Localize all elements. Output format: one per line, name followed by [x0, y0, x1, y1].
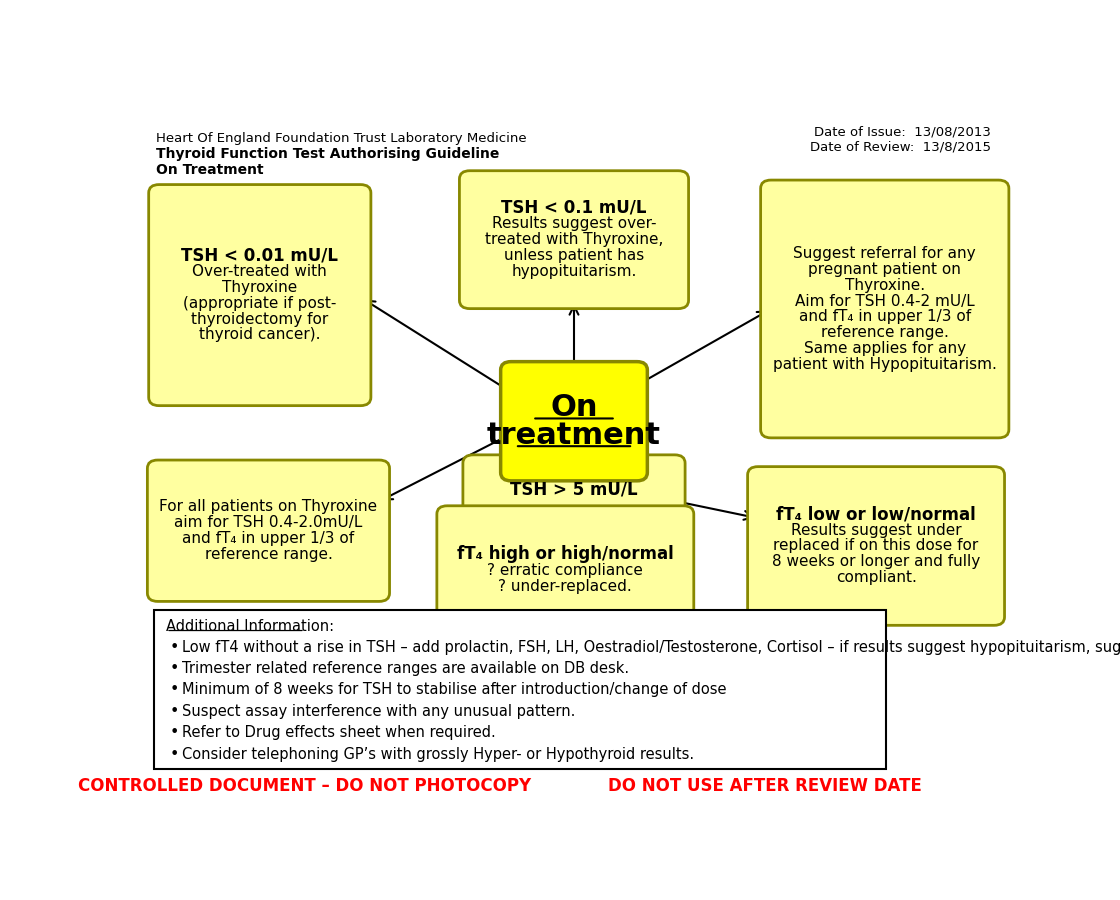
- Text: thyroidectomy for: thyroidectomy for: [192, 311, 328, 327]
- Text: Results suggest under: Results suggest under: [791, 523, 961, 537]
- Text: and fT₄ in upper 1/3 of: and fT₄ in upper 1/3 of: [183, 531, 355, 546]
- FancyBboxPatch shape: [501, 362, 647, 481]
- Text: Consider telephoning GP’s with grossly Hyper- or Hypothyroid results.: Consider telephoning GP’s with grossly H…: [181, 747, 693, 762]
- Text: TSH < 0.01 mU/L: TSH < 0.01 mU/L: [181, 247, 338, 265]
- FancyBboxPatch shape: [148, 460, 390, 601]
- FancyBboxPatch shape: [459, 171, 689, 309]
- Text: and fT₄ in upper 1/3 of: and fT₄ in upper 1/3 of: [799, 310, 971, 324]
- Text: •: •: [169, 682, 179, 698]
- Text: fT₄ low or low/normal: fT₄ low or low/normal: [776, 505, 976, 523]
- Text: TSH < 0.1 mU/L: TSH < 0.1 mU/L: [502, 199, 646, 217]
- FancyBboxPatch shape: [437, 506, 693, 634]
- Text: Suspect assay interference with any unusual pattern.: Suspect assay interference with any unus…: [181, 704, 575, 719]
- Text: unless patient has: unless patient has: [504, 248, 644, 263]
- FancyBboxPatch shape: [153, 610, 887, 770]
- Text: Refer to Drug effects sheet when required.: Refer to Drug effects sheet when require…: [181, 725, 495, 741]
- FancyBboxPatch shape: [747, 466, 1005, 626]
- Text: compliant.: compliant.: [836, 571, 916, 585]
- FancyBboxPatch shape: [149, 184, 371, 406]
- Text: aim for TSH 0.4-2.0mU/L: aim for TSH 0.4-2.0mU/L: [175, 516, 363, 530]
- Text: Additional Information:: Additional Information:: [166, 618, 334, 634]
- Text: 8 weeks or longer and fully: 8 weeks or longer and fully: [772, 554, 980, 570]
- FancyBboxPatch shape: [463, 454, 685, 524]
- FancyBboxPatch shape: [760, 180, 1009, 438]
- Text: •: •: [169, 704, 179, 719]
- Text: On Treatment: On Treatment: [156, 163, 263, 176]
- Text: Aim for TSH 0.4-2 mU/L: Aim for TSH 0.4-2 mU/L: [795, 293, 974, 309]
- Text: Thyroxine: Thyroxine: [222, 280, 298, 294]
- Text: Results suggest over-: Results suggest over-: [492, 216, 656, 231]
- Text: Thyroxine.: Thyroxine.: [844, 277, 925, 292]
- Text: Same applies for any: Same applies for any: [804, 341, 965, 356]
- Text: Trimester related reference ranges are available on DB desk.: Trimester related reference ranges are a…: [181, 661, 628, 676]
- Text: treated with Thyroxine,: treated with Thyroxine,: [485, 232, 663, 248]
- Text: ? under-replaced.: ? under-replaced.: [498, 579, 632, 594]
- Text: Over-treated with: Over-treated with: [193, 264, 327, 279]
- Text: •: •: [169, 725, 179, 741]
- Text: fT₄ high or high/normal: fT₄ high or high/normal: [457, 545, 674, 563]
- Text: •: •: [169, 640, 179, 654]
- Text: For all patients on Thyroxine: For all patients on Thyroxine: [159, 500, 377, 514]
- Text: •: •: [169, 661, 179, 676]
- Text: •: •: [169, 747, 179, 762]
- Text: Minimum of 8 weeks for TSH to stabilise after introduction/change of dose: Minimum of 8 weeks for TSH to stabilise …: [181, 682, 726, 698]
- Text: Suggest referral for any: Suggest referral for any: [793, 246, 976, 261]
- Text: pregnant patient on: pregnant patient on: [809, 262, 961, 276]
- Text: replaced if on this dose for: replaced if on this dose for: [774, 538, 979, 554]
- Text: Date of Issue:  13/08/2013: Date of Issue: 13/08/2013: [814, 125, 990, 139]
- Text: Heart Of England Foundation Trust Laboratory Medicine: Heart Of England Foundation Trust Labora…: [156, 132, 526, 145]
- Text: reference range.: reference range.: [205, 547, 333, 562]
- Text: treatment: treatment: [487, 420, 661, 450]
- Text: ? erratic compliance: ? erratic compliance: [487, 562, 643, 578]
- Text: Low fT4 without a rise in TSH – add prolactin, FSH, LH, Oestradiol/Testosterone,: Low fT4 without a rise in TSH – add prol…: [181, 640, 1120, 654]
- Text: reference range.: reference range.: [821, 326, 949, 340]
- Text: thyroid cancer).: thyroid cancer).: [199, 328, 320, 343]
- Text: TSH > 5 mU/L: TSH > 5 mU/L: [511, 481, 637, 499]
- Text: DO NOT USE AFTER REVIEW DATE: DO NOT USE AFTER REVIEW DATE: [608, 777, 922, 795]
- Text: Thyroid Function Test Authorising Guideline: Thyroid Function Test Authorising Guidel…: [156, 147, 500, 161]
- Text: patient with Hypopituitarism.: patient with Hypopituitarism.: [773, 357, 997, 373]
- Text: Date of Review:  13/8/2015: Date of Review: 13/8/2015: [810, 140, 990, 154]
- Text: hypopituitarism.: hypopituitarism.: [512, 264, 636, 279]
- Text: On: On: [550, 393, 598, 422]
- Text: CONTROLLED DOCUMENT – DO NOT PHOTOCOPY: CONTROLLED DOCUMENT – DO NOT PHOTOCOPY: [78, 777, 532, 795]
- Text: (appropriate if post-: (appropriate if post-: [183, 295, 336, 310]
